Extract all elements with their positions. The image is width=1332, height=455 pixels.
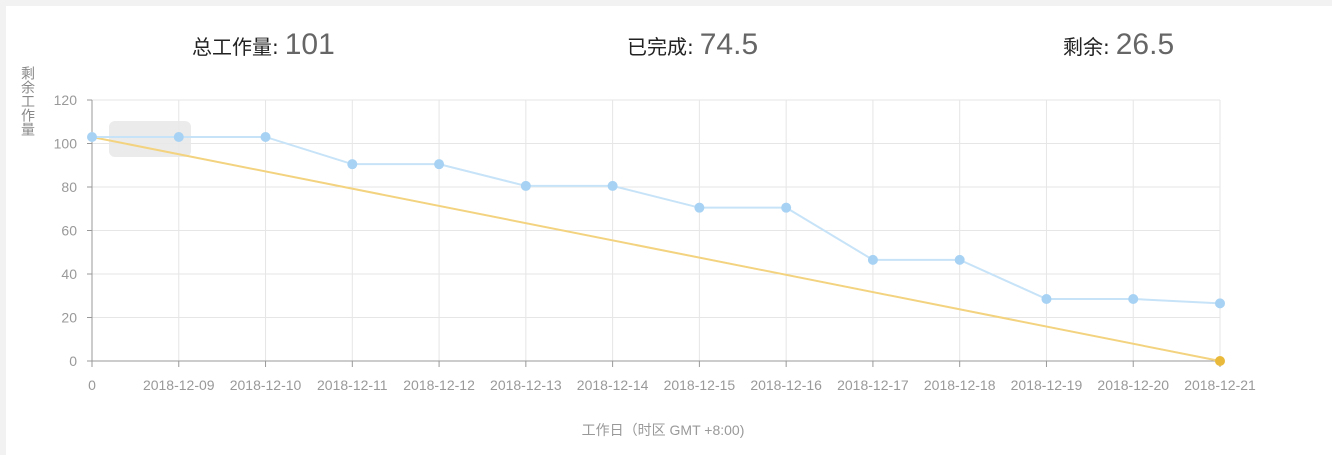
completed-value: 74.5: [699, 28, 759, 61]
completed-label: 已完成:: [627, 35, 694, 59]
actual-data-point: [1215, 298, 1225, 309]
actual-data-point: [173, 131, 184, 142]
x-tick-label: 2018-12-17: [837, 377, 909, 393]
y-tick-label: 80: [61, 179, 77, 195]
completed-stat: 已完成: 74.5: [627, 28, 758, 64]
actual-data-point: [954, 254, 965, 265]
x-tick-label: 2018-12-10: [230, 377, 302, 393]
x-tick-label: 2018-12-15: [664, 377, 736, 393]
y-tick-label: 40: [61, 266, 77, 282]
actual-burndown-line: [92, 135, 1221, 305]
actual-data-point: [781, 202, 792, 213]
hover-highlight: [109, 120, 191, 157]
actual-data-point: [694, 202, 705, 213]
x-tick-label: 2018-12-16: [750, 377, 822, 393]
remaining-label: 剩余:: [1063, 35, 1110, 59]
x-tick-label: 2018-12-18: [924, 377, 996, 393]
total-workload-label: 总工作量:: [192, 35, 279, 59]
x-tick-label: 2018-12-21: [1184, 377, 1256, 393]
total-workload-value: 101: [284, 28, 335, 61]
remaining-value: 26.5: [1115, 28, 1175, 61]
actual-data-point: [260, 131, 271, 142]
x-tick-label: 2018-12-20: [1097, 377, 1169, 393]
remaining-stat: 剩余: 26.5: [1063, 28, 1174, 64]
actual-data-point: [867, 254, 878, 265]
x-tick-label: 2018-12-13: [490, 377, 562, 393]
y-tick-label: 20: [61, 310, 77, 326]
actual-data-point: [87, 131, 97, 142]
x-tick-label: 2018-12-14: [577, 377, 649, 393]
actual-data-point: [347, 159, 358, 170]
actual-data-point: [1041, 294, 1052, 305]
actual-data-point: [520, 180, 531, 191]
ideal-end-point: [1215, 356, 1225, 366]
x-tick-label: 2018-12-11: [317, 377, 388, 393]
x-tick-label: 2018-12-09: [143, 377, 215, 393]
x-tick-label: 0: [88, 377, 96, 393]
x-tick-label: 2018-12-19: [1011, 377, 1083, 393]
x-tick-label: 2018-12-12: [403, 377, 475, 393]
y-axis-title: 剩余工作量: [19, 66, 35, 136]
actual-data-point: [1128, 294, 1139, 305]
y-tick-label: 60: [61, 223, 77, 239]
y-tick-label: 0: [69, 353, 77, 369]
y-tick-label: 100: [54, 136, 78, 152]
y-tick-label: 120: [54, 92, 78, 108]
ideal-burndown-line: [91, 135, 1221, 362]
actual-data-point: [434, 159, 445, 170]
x-axis-title: 工作日（时区 GMT +8:00): [581, 422, 745, 438]
actual-data-point: [607, 180, 618, 191]
total-workload-stat: 总工作量: 101: [192, 28, 335, 64]
